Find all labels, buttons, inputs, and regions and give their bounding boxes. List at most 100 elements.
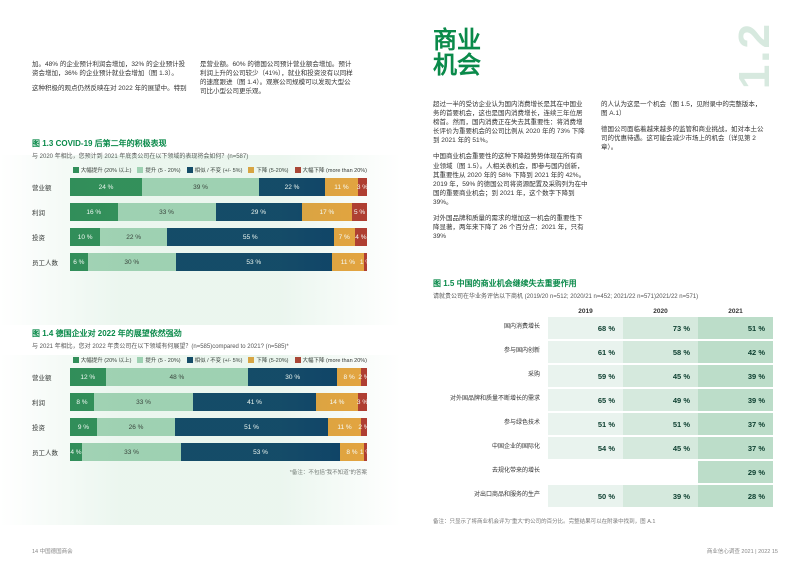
headline-l2: 机会 (433, 52, 481, 79)
intro-p1: 加。48% 的企业预计利润会增加，32% 的企业预计投资会增加，36% 的企业预… (32, 60, 187, 78)
bar-row-label: 员工人数 (32, 257, 70, 267)
bar-row-label: 营业额 (32, 372, 70, 382)
legend-swatch (137, 357, 143, 363)
bar-segment: 39 % (142, 178, 259, 196)
table-cell: 37 % (698, 413, 773, 435)
legend-label: 相似 / 不变 (+/- 5%) (195, 166, 243, 174)
bar-segment: 51 % (175, 418, 328, 436)
legend-label: 大幅下降 (more than 20%) (303, 166, 368, 174)
chart-1-3: 图 1.3 COVID-19 后第二年的积极表现 与 2020 年相比，您预计到… (32, 138, 367, 278)
legend-item: 大幅下降 (more than 20%) (295, 356, 368, 364)
table15-year-1: 2019 (548, 308, 623, 315)
bar-segment: 17 % (302, 203, 352, 221)
table15-body: 国内消费增长68 %73 %51 %参与国内创新61 %58 %42 %采购59… (433, 317, 778, 507)
bar-row: 营业额24 %39 %22 %11 %3 % (32, 178, 367, 196)
footer-right: 商业信心调查 2021 | 2022 15 (707, 547, 778, 555)
bar-segment: 1 % (364, 443, 367, 461)
bar-row: 利润8 %33 %41 %14 %3 % (32, 393, 367, 411)
bar-row-label: 营业额 (32, 182, 70, 192)
table-cell: 37 % (698, 437, 773, 459)
table-cell: 58 % (623, 341, 698, 363)
table-cell: 39 % (623, 485, 698, 507)
chart14-subtitle: 与 2021 年相比，您对 2022 年贵公司在以下领域有何展望？(n=585)… (32, 341, 367, 350)
bar-segment: 4 % (70, 443, 82, 461)
legend-swatch (248, 357, 254, 363)
legend-label: 提升 (5 - 20%) (145, 356, 180, 364)
chart14-title: 图 1.4 德国企业对 2022 年的展望依然强劲 (32, 328, 367, 339)
bar-segment: 41 % (193, 393, 316, 411)
bar-row-label: 投资 (32, 422, 70, 432)
bar-segment: 7 % (334, 228, 355, 246)
intro-p2: 这种积极的观点仍然反映在对 2022 年的展望中。特别 (32, 84, 187, 93)
table-cell: 68 % (548, 317, 623, 339)
bar-stack: 16 %33 %29 %17 %5 % (70, 203, 367, 221)
legend-item: 大幅下降 (more than 20%) (295, 166, 368, 174)
bar-segment: 26 % (97, 418, 175, 436)
table15-head-spacer (433, 308, 548, 315)
table-row: 去规化带来的增长29 % (433, 461, 778, 483)
r-col1-p1: 超过一半的受访企业认为国内消费增长是其在中国业务的首要机会，这也是国内消费增长，… (433, 100, 588, 145)
table-cell (548, 461, 623, 483)
table-row-label: 对外国品牌和质量不断增长的需求 (433, 389, 548, 411)
bar-segment: 6 % (70, 253, 88, 271)
bar-segment: 30 % (248, 368, 337, 386)
legend-label: 提升 (5 - 20%) (145, 166, 180, 174)
table-row: 参与国内创新61 %58 %42 % (433, 341, 778, 363)
bar-segment: 29 % (216, 203, 302, 221)
table-row: 对出口商品和服务的生产50 %39 %28 % (433, 485, 778, 507)
table15-wrap: 2019 2020 2021 国内消费增长68 %73 %51 %参与国内创新6… (433, 308, 778, 507)
table-cell: 42 % (698, 341, 773, 363)
section-number: 1.2 (730, 22, 780, 89)
table-row: 采购59 %45 %39 % (433, 365, 778, 387)
bar-segment: 53 % (181, 443, 340, 461)
table-row: 参与绿色技术51 %51 %37 % (433, 413, 778, 435)
table15-head: 2019 2020 2021 (433, 308, 778, 315)
right-col-1: 超过一半的受访企业认为国内消费增长是其在中国业务的首要机会，这也是国内消费增长，… (433, 100, 588, 248)
r-col2-p2: 德国公司面临着越来越多的监管和商业挑战，如对本土公司的优惠待遇。这可能会减少市场… (601, 125, 766, 152)
r-col1-p3: 对外国品牌和质量的需求的增加这一机会的重要性下降显著，两年来下降了 26 个百分… (433, 214, 588, 241)
bar-segment: 30 % (88, 253, 176, 271)
table-row-label: 对出口商品和服务的生产 (433, 485, 548, 507)
legend-label: 下降 (5-20%) (256, 356, 288, 364)
bar-stack: 6 %30 %53 %11 %1 % (70, 253, 367, 271)
table-1-5: 图 1.5 中国的商业机会继续失去重要作用 请就贵公司在华业务评估以下商机 (2… (433, 278, 778, 525)
bar-segment: 3 % (358, 178, 367, 196)
bar-segment: 10 % (70, 228, 100, 246)
intro-col-1: 加。48% 的企业预计利润会增加，32% 的企业预计投资会增加，36% 的企业预… (32, 60, 187, 93)
chart13-legend: 大幅提升 (20% 以上)提升 (5 - 20%)相似 / 不变 (+/- 5%… (32, 166, 367, 174)
legend-item: 相似 / 不变 (+/- 5%) (187, 166, 243, 174)
table-cell: 61 % (548, 341, 623, 363)
table-cell: 50 % (548, 485, 623, 507)
bar-row-label: 员工人数 (32, 447, 70, 457)
bar-row-label: 利润 (32, 207, 70, 217)
legend-swatch (248, 167, 254, 173)
legend-swatch (187, 357, 193, 363)
bar-stack: 24 %39 %22 %11 %3 % (70, 178, 367, 196)
legend-label: 大幅提升 (20% 以上) (81, 356, 132, 364)
legend-swatch (137, 167, 143, 173)
bar-segment: 33 % (82, 443, 181, 461)
table-cell: 29 % (698, 461, 773, 483)
legend-swatch (295, 357, 301, 363)
bar-segment: 11 % (325, 178, 358, 196)
bar-stack: 4 %33 %53 %8 %1 % (70, 443, 367, 461)
chart14-footnote: *备注：不包括“我不知道”的答案 (32, 468, 367, 476)
bar-stack: 10 %22 %55 %7 %4 % (70, 228, 367, 246)
bar-row: 员工人数6 %30 %53 %11 %1 % (32, 253, 367, 271)
intro-p3: 是营业额。60% 的德国公司预计营业额会增加。预计利润上升的公司较少（41%），… (200, 60, 355, 96)
bar-segment: 33 % (94, 393, 193, 411)
table-cell: 51 % (548, 413, 623, 435)
bar-segment: 55 % (167, 228, 334, 246)
table-row: 中国企业的国际化54 %45 %37 % (433, 437, 778, 459)
bar-segment: 33 % (118, 203, 216, 221)
bar-segment: 1 % (364, 253, 367, 271)
legend-swatch (73, 167, 79, 173)
chart14-legend: 大幅提升 (20% 以上)提升 (5 - 20%)相似 / 不变 (+/- 5%… (32, 356, 367, 364)
table-cell: 73 % (623, 317, 698, 339)
table-row-label: 中国企业的国际化 (433, 437, 548, 459)
page-left: 加。48% 的企业预计利润会增加，32% 的企业预计投资会增加，36% 的企业预… (0, 0, 401, 567)
legend-item: 提升 (5 - 20%) (137, 356, 180, 364)
table15-footnote: 备注：只显示了将商业机会评为“重大”的公司的百分比。完整结果可以在附录中找到，图… (433, 517, 778, 525)
bar-segment: 11 % (328, 418, 361, 436)
bar-stack: 12 %48 %30 %8 %2 % (70, 368, 367, 386)
